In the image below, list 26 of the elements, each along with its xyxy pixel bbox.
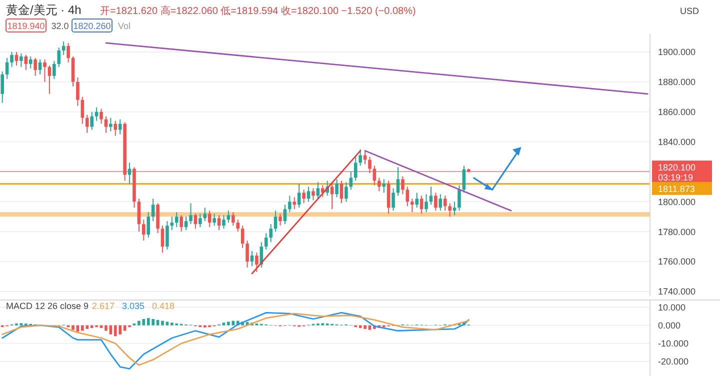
y-tick-label: 1760.000 [658,256,696,267]
chart-subtitle: 开=1821.620 高=1822.060 低=1819.594 收=1820.100 −1.520 (−0.08%) [100,5,416,17]
y-tick-label: 0.000 [658,320,681,330]
annotation: 2.617 [92,301,115,311]
y-tick-label: -20.000 [658,356,689,367]
chart-title: 黄金/美元 · 4h [6,3,82,17]
annotation: 0.418 [152,301,175,311]
chart-title: MACD 12 26 close 9 [6,301,89,311]
text: 03:19:19 [658,172,694,183]
text: 1820.260 [73,21,111,32]
y-tick-label: 1900.000 [658,47,696,58]
text: 1819.940 [7,21,45,32]
y-tick-label: 1880.000 [658,77,696,88]
y-tick-label: 1780.000 [658,226,696,237]
y-tick-label: 10.000 [658,302,686,312]
text: USD [680,6,700,16]
text: 32.0 [51,21,69,32]
ref-line-label: 1820.100 [658,162,696,173]
y-tick-label: 1800.000 [658,196,696,207]
y-tick-label: 1740.000 [658,286,696,297]
y-tick-label: 1860.000 [658,107,696,117]
y-tick-label: 1840.000 [658,136,696,147]
ref-line-label: 1811.873 [658,184,695,194]
y-tick-label: -10.000 [658,338,689,349]
text: Vol [118,21,131,32]
annotation: 3.035 [122,301,145,311]
